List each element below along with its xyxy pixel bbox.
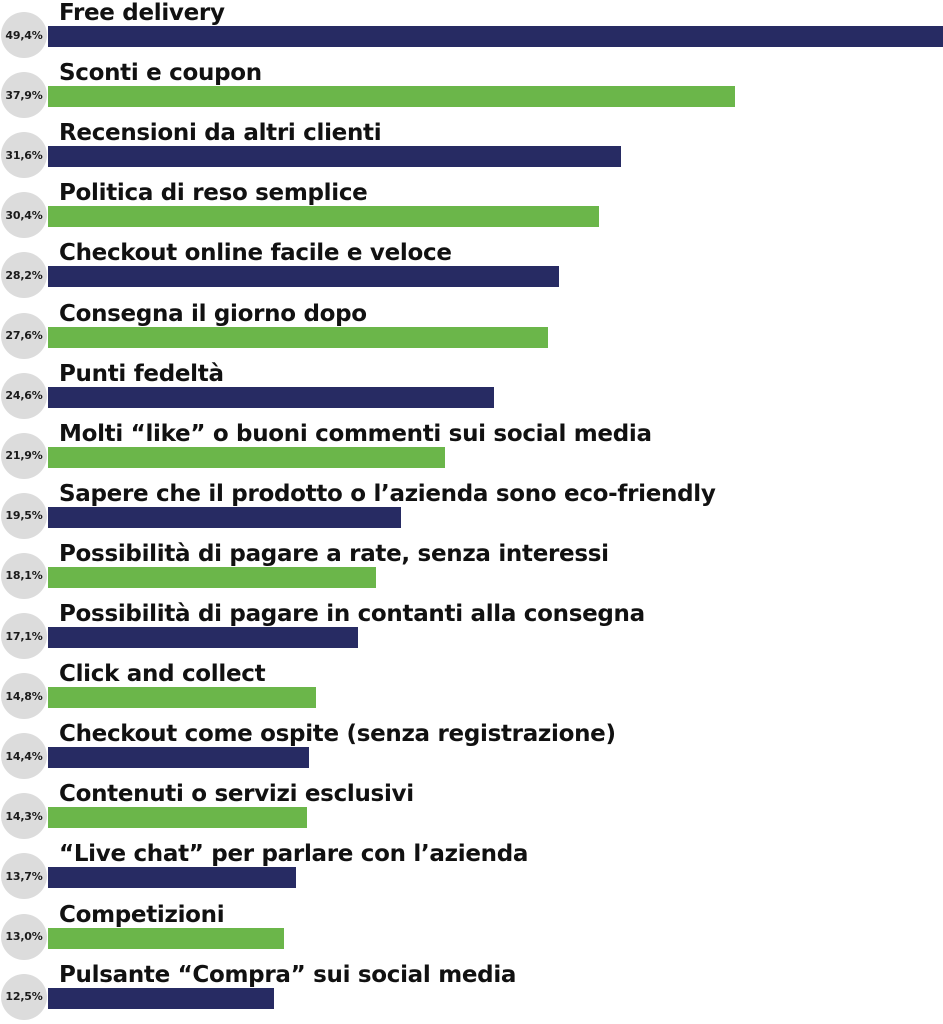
value-badge: 14,3% — [1, 793, 47, 840]
bar-row: 27,6% Consegna il giorno dopo — [0, 301, 943, 361]
bar — [48, 687, 316, 709]
bar-row: 19,5% Sapere che il prodotto o l’azienda … — [0, 481, 943, 541]
category-label: Punti fedeltà — [59, 360, 224, 387]
bar-row: 17,1% Possibilità di pagare in contanti a… — [0, 601, 943, 661]
value-badge: 14,4% — [1, 733, 47, 780]
category-label: Pulsante “Compra” sui social media — [59, 961, 517, 988]
value-badge: 21,9% — [1, 432, 47, 479]
bar — [48, 506, 401, 528]
bar — [48, 86, 735, 108]
value-badge: 27,6% — [1, 312, 47, 359]
category-label: Possibilità di pagare in contanti alla c… — [59, 601, 645, 627]
category-label: Checkout come ospite (senza registrazion… — [59, 721, 616, 748]
value-badge: 18,1% — [1, 552, 47, 599]
bar — [48, 146, 621, 168]
bar-row: 37,9% Sconti e coupon — [0, 60, 943, 120]
category-label: Free delivery — [59, 0, 225, 26]
value-badge: 28,2% — [1, 252, 47, 299]
bar — [48, 26, 943, 47]
bar — [48, 927, 284, 949]
category-label: Molti “like” o buoni commenti sui social… — [59, 420, 652, 447]
category-label: Click and collect — [59, 661, 266, 688]
category-label: Sconti e coupon — [59, 60, 262, 87]
value-badge: 24,6% — [1, 372, 47, 419]
category-label: Sapere che il prodotto o l’azienda sono … — [59, 480, 716, 507]
value-badge: 17,1% — [1, 613, 47, 659]
bar-row: 31,6% Recensioni da altri clienti — [0, 120, 943, 180]
category-label: Competizioni — [59, 901, 225, 928]
category-label: Consegna il giorno dopo — [59, 300, 367, 327]
bar-row: 28,2% Checkout online facile e veloce — [0, 240, 943, 300]
bar-row: 14,8% Click and collect — [0, 661, 943, 721]
value-badge: 13,0% — [1, 913, 47, 960]
bar — [48, 206, 599, 228]
value-badge: 19,5% — [1, 492, 47, 539]
bar-row: 24,6% Punti fedeltà — [0, 361, 943, 421]
value-badge: 30,4% — [1, 192, 47, 239]
category-label: Checkout online facile e veloce — [59, 240, 452, 267]
bar-row: 14,4% Checkout come ospite (senza registr… — [0, 721, 943, 781]
bar — [48, 747, 309, 769]
category-label: “Live chat” per parlare con l’azienda — [59, 841, 529, 868]
bar — [48, 627, 358, 648]
category-label: Contenuti o servizi esclusivi — [59, 781, 414, 808]
bar — [48, 566, 376, 588]
bar-row: 12,5% Pulsante “Compra” sui social media — [0, 962, 943, 1022]
bar-row: 14,3% Contenuti o servizi esclusivi — [0, 781, 943, 841]
bar-row: 18,1% Possibilità di pagare a rate, senza… — [0, 541, 943, 601]
bar — [48, 867, 296, 889]
category-label: Possibilità di pagare a rate, senza inte… — [59, 540, 609, 567]
bar — [48, 807, 307, 829]
bar — [48, 266, 559, 288]
bar — [48, 446, 445, 468]
value-badge: 13,7% — [1, 853, 47, 900]
value-badge: 14,8% — [1, 673, 47, 720]
category-label: Recensioni da altri clienti — [59, 120, 382, 147]
value-badge: 12,5% — [1, 973, 47, 1020]
category-label: Politica di reso semplice — [59, 180, 368, 207]
bar — [48, 386, 494, 408]
bar — [48, 326, 548, 348]
bar-row: 13,7% “Live chat” per parlare con l’azien… — [0, 841, 943, 901]
bar — [48, 987, 274, 1009]
value-badge: 31,6% — [1, 132, 47, 179]
value-badge: 49,4% — [1, 12, 47, 58]
bar-row: 49,4% Free delivery — [0, 0, 943, 60]
bar-row: 13,0% Competizioni — [0, 902, 943, 962]
bar-row: 21,9% Molti “like” o buoni commenti sui s… — [0, 421, 943, 481]
bar-row: 30,4% Politica di reso semplice — [0, 180, 943, 240]
value-badge: 37,9% — [1, 72, 47, 119]
